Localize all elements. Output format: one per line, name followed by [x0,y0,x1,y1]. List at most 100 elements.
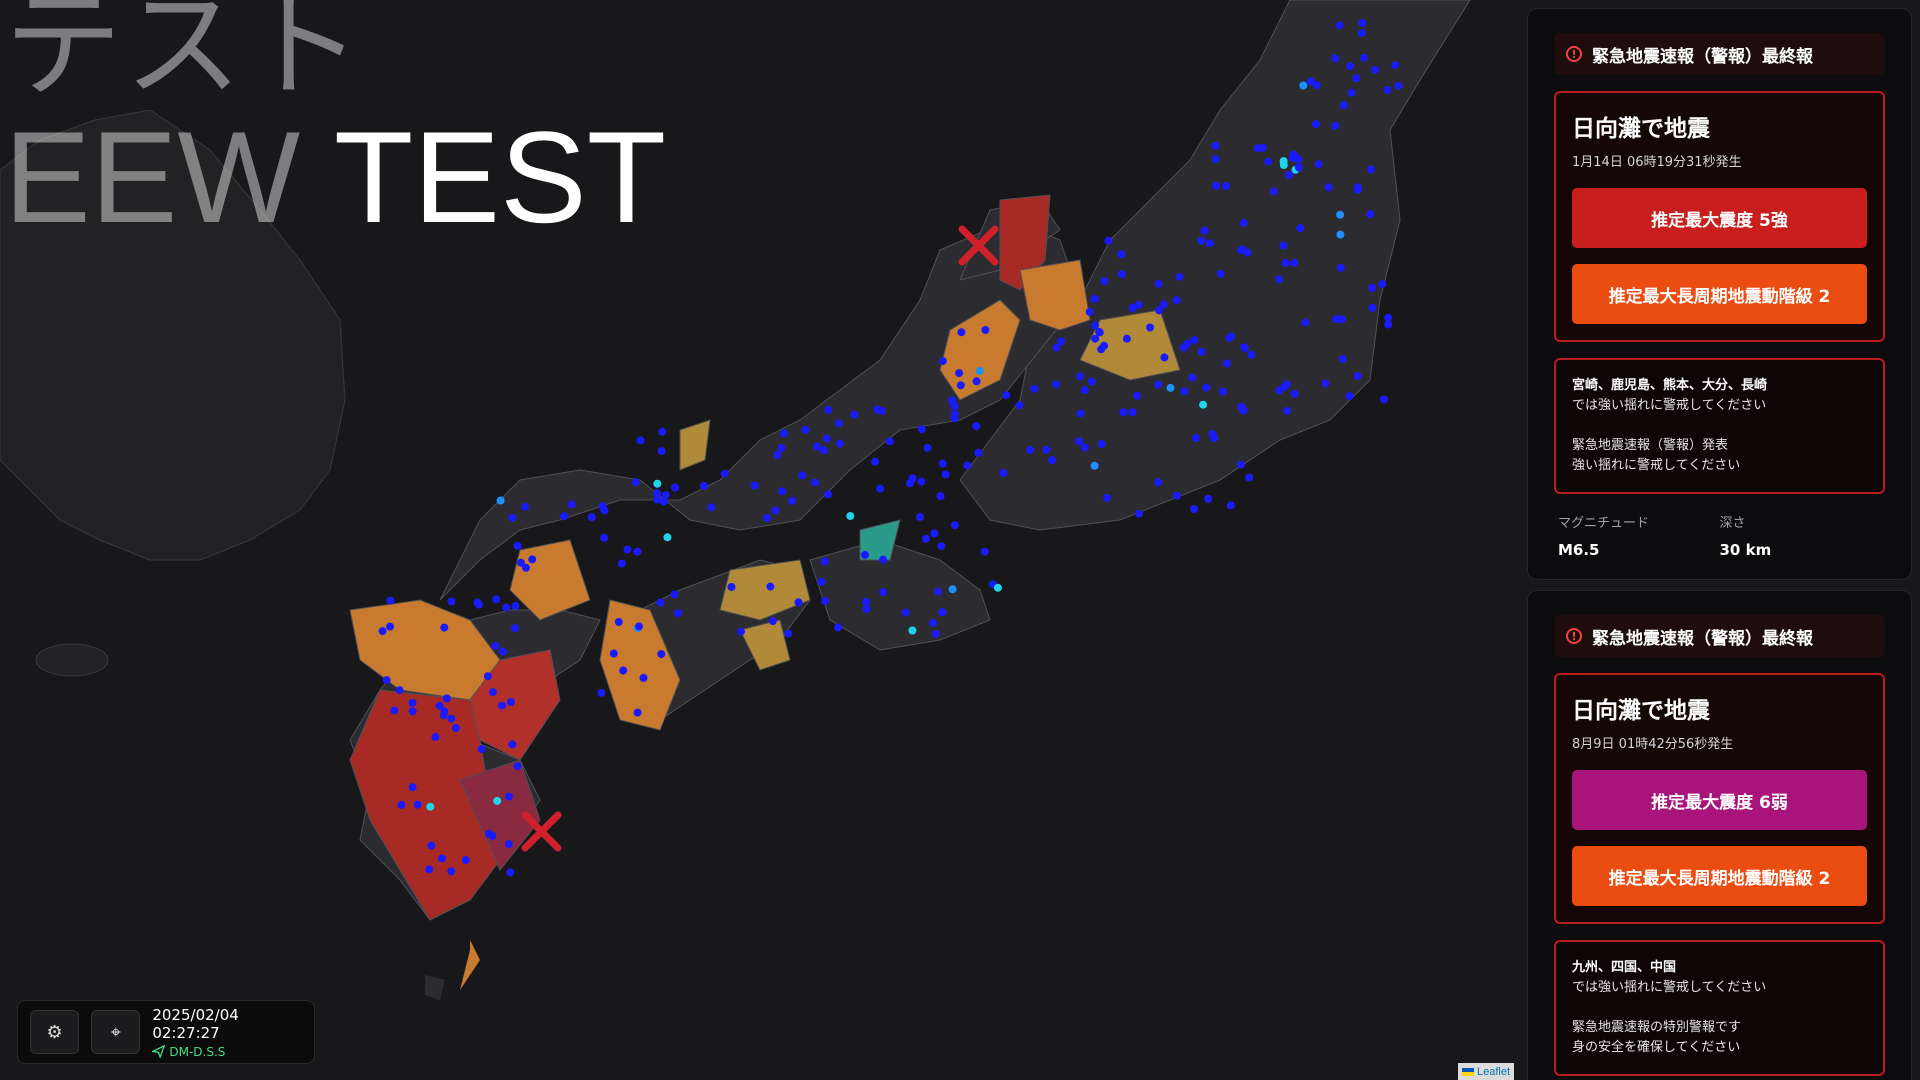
station-dot [447,867,456,876]
station-dot [1104,236,1113,245]
station-dot [737,627,745,636]
station-dot [1128,408,1137,417]
warning-notice-1: 緊急地震速報（警報）発表 [1572,438,1729,453]
long-period-badge[interactable]: 推定最大長周期地震動階級 2 [1572,264,1867,324]
station-dot [1384,320,1393,329]
station-dot [879,555,887,564]
station-dot [917,425,926,434]
station-dot [397,800,406,809]
korea-landmass [0,109,346,561]
leaflet-attribution[interactable]: Leaflet [1458,1063,1515,1080]
long-period-badge[interactable]: 推定最大長周期地震動階級 2 [1572,846,1867,906]
station-dot [931,629,940,638]
station-dot [1026,446,1035,454]
station-dot [975,366,984,375]
station-dot [528,555,537,564]
max-intensity-badge[interactable]: 推定最大震度 5強 [1572,188,1867,248]
settings-button[interactable]: ⚙ [30,1010,80,1054]
station-dot [614,618,623,626]
station-dot [720,469,729,478]
station-dot [727,583,736,591]
alert-sidebar: ! 緊急地震速報（警報）最終報 日向灘で地震 1月14日 06時19分31秒発生… [1527,8,1912,1080]
station-dot [956,381,965,390]
station-dot [426,802,435,811]
station-dot [1090,294,1099,303]
station-dot [1336,210,1345,219]
station-dot [661,491,670,500]
station-dot [923,443,932,452]
station-dot [1172,491,1181,500]
station-dot [930,529,939,538]
station-dot [972,377,981,386]
station-dot [777,443,786,452]
station-dot [513,541,522,550]
station-dot [447,714,456,723]
station-dot [636,436,645,445]
station-dot [1146,323,1155,332]
station-dot [567,500,576,509]
station-dot [1159,300,1168,309]
station-dot [506,698,515,706]
station-dot [1258,143,1267,152]
epicenter-marker [521,811,562,852]
station-dot [1237,402,1246,411]
station-dot [950,521,959,530]
station-dot [876,484,885,493]
station-dot [1091,321,1099,330]
station-dot [425,865,434,874]
station-dot [493,796,502,805]
station-dot [813,442,822,451]
station-dot [1353,185,1362,194]
station-dot [1190,336,1199,345]
station-dot [386,622,394,631]
quake-summary: 日向灘で地震 8月9日 01時42分56秒発生 推定最大震度 6弱 推定最大長周… [1554,673,1885,924]
station-dot [929,619,938,628]
station-dot [1359,53,1368,62]
station-dot [1338,315,1346,324]
station-dot [1087,377,1096,386]
station-dot [657,447,666,456]
station-dot [972,422,981,431]
magnitude-stat: マグニチュード M6.5 [1558,512,1720,559]
station-dot [1117,270,1126,279]
station-dot [1202,383,1211,392]
station-dot [1245,473,1254,482]
quake-stats: マグニチュード M6.5 深さ 30 km [1554,512,1885,559]
station-dot [657,650,666,659]
station-dot [1335,21,1344,30]
ukraine-flag-icon [1462,1067,1474,1076]
locate-button[interactable]: ⌖ [91,1010,141,1054]
station-dot [485,829,494,838]
station-dot [386,596,395,605]
station-dot [750,481,759,490]
station-dot [999,469,1008,477]
station-dot [811,478,820,487]
station-dot [974,448,983,457]
max-intensity-badge[interactable]: 推定最大震度 6弱 [1572,770,1867,830]
station-dot [798,471,807,480]
station-dot [408,707,417,716]
station-dot [1222,182,1230,191]
station-dot [1154,279,1163,288]
station-dot [936,492,945,501]
warning-regions: 九州、四国、中国 [1572,960,1677,975]
station-dot [1090,461,1099,470]
station-dot [922,534,930,543]
station-dot [633,547,642,556]
station-dot [1166,383,1175,392]
station-dot [862,597,871,606]
station-dot [508,740,517,749]
status-text: 2025/02/04 02:27:27 DM-D.S.S [152,1006,302,1059]
station-dot [1204,494,1213,503]
leaflet-link[interactable]: Leaflet [1477,1065,1511,1078]
station-dot [980,547,989,556]
station-dot [1324,183,1333,192]
station-dot [862,605,871,614]
station-dot [511,601,520,610]
alert-header-text: 緊急地震速報（警報）最終報 [1592,628,1813,649]
station-dot [1347,88,1356,97]
station-dot [1057,337,1066,346]
station-dot [619,666,628,675]
station-dot [1368,283,1377,292]
station-dot [1122,334,1131,343]
